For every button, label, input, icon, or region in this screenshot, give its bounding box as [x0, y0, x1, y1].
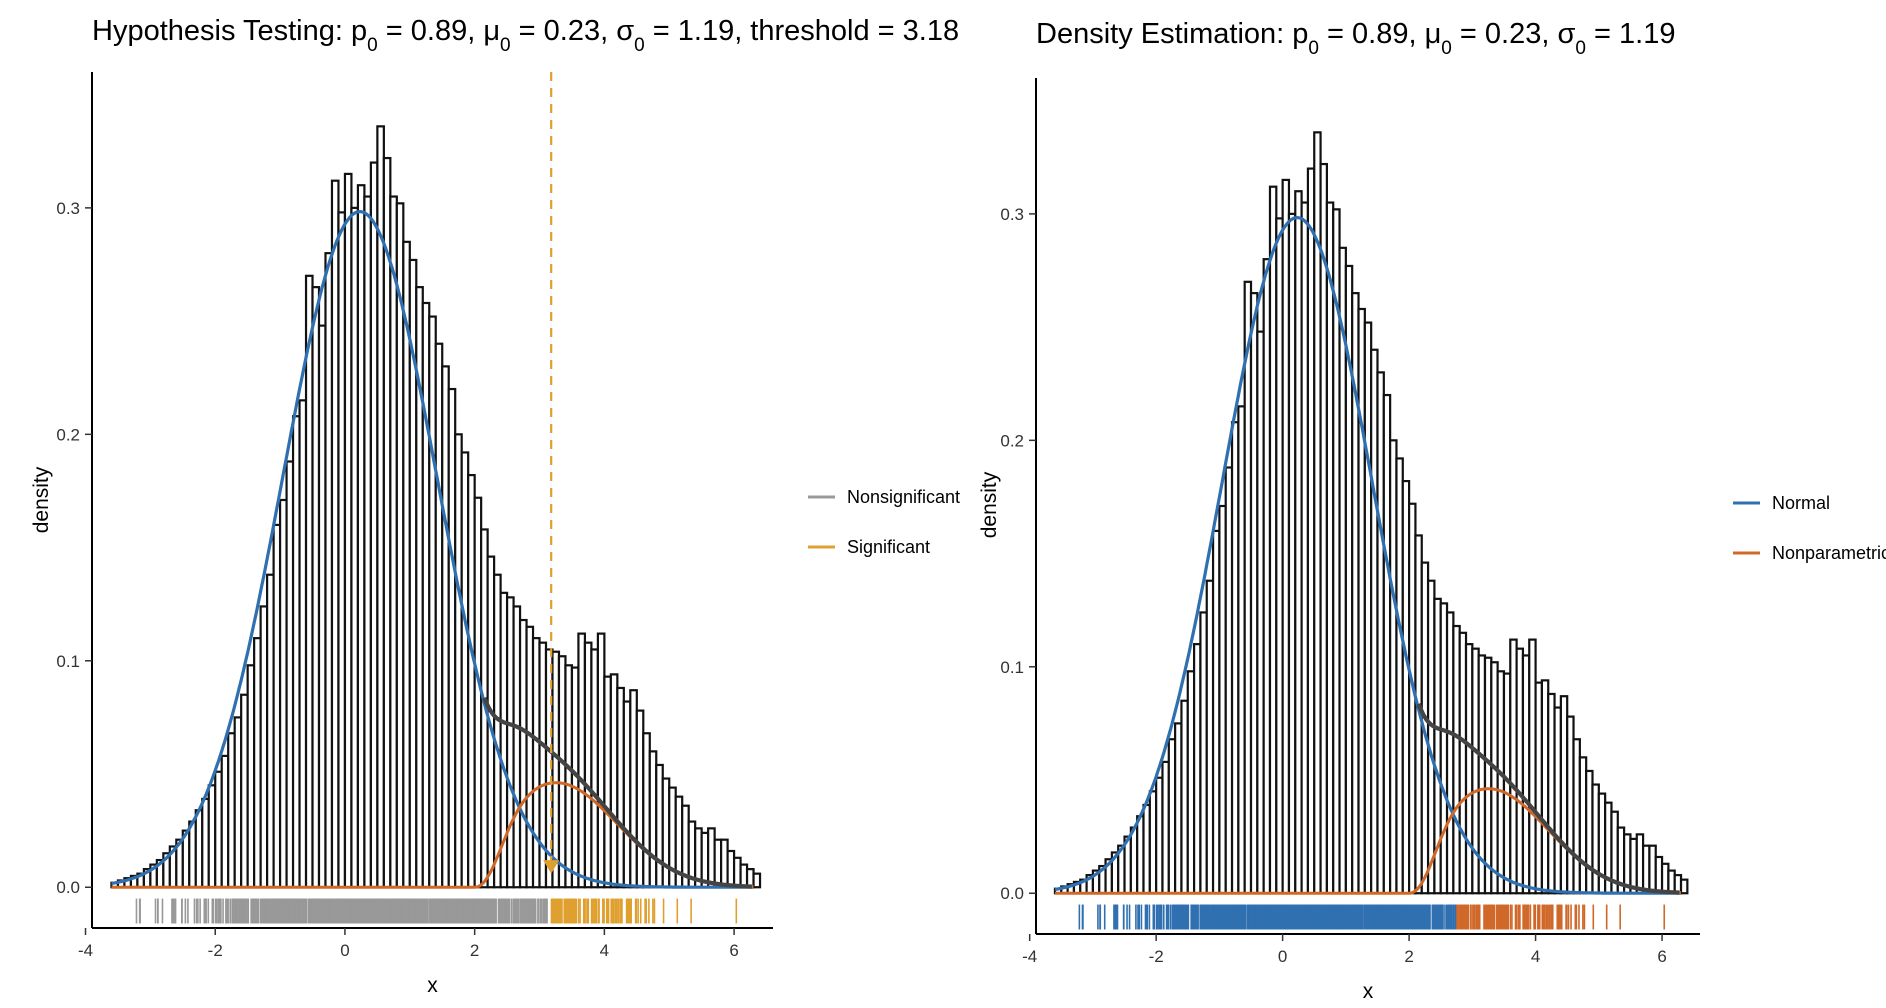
title-part: μ: [483, 15, 500, 47]
legend-label: Nonparametric: [1772, 543, 1886, 563]
title-part: 0: [367, 35, 378, 56]
mixture-density-curve: [1416, 703, 1680, 895]
x-tick-label: 6: [1657, 947, 1666, 966]
density-estimation-panel: Density Estimation: p0 = 0.89, μ0 = 0.23…: [978, 18, 1886, 1003]
title-part: 0: [1308, 38, 1319, 59]
title-part: μ: [1425, 18, 1442, 50]
rug-marks: [135, 898, 738, 924]
chart-title: Hypothesis Testing: p0 = 0.89, μ0 = 0.23…: [92, 15, 959, 56]
y-tick-label: 0.2: [1000, 431, 1024, 450]
x-tick-label: -4: [78, 941, 93, 960]
x-tick-label: -2: [208, 941, 223, 960]
legend-label: Normal: [1772, 493, 1830, 513]
y-tick-label: 0.1: [1000, 658, 1024, 677]
y-axis-label: density: [30, 466, 53, 533]
hypothesis-testing-panel: Hypothesis Testing: p0 = 0.89, μ0 = 0.23…: [30, 15, 960, 997]
title-part: Hypothesis Testing: p: [92, 15, 367, 47]
x-axis-label: x: [1363, 980, 1374, 1003]
title-part: = 0.23,: [1452, 18, 1558, 50]
legend-label: Significant: [847, 537, 930, 557]
x-axis-label: x: [427, 974, 438, 997]
title-part: σ: [616, 15, 634, 47]
y-tick-label: 0.0: [56, 878, 80, 897]
legend-label: Nonsignificant: [847, 487, 960, 507]
histogram-bar: [1679, 878, 1689, 895]
x-tick-label: 0: [340, 941, 349, 960]
y-tick-label: 0.3: [1000, 205, 1024, 224]
y-tick-label: 0.2: [56, 425, 80, 444]
title-part: 0: [500, 35, 511, 56]
title-part: = 0.89,: [378, 15, 484, 47]
mixture-density-curve: [482, 697, 753, 889]
chart-title: Density Estimation: p0 = 0.89, μ0 = 0.23…: [1036, 18, 1675, 59]
title-part: = 0.23,: [511, 15, 617, 47]
x-tick-label: 0: [1278, 947, 1287, 966]
x-tick-label: 2: [470, 941, 479, 960]
null-density-curve: [111, 209, 754, 889]
x-tick-label: 4: [1531, 947, 1540, 966]
title-part: Density Estimation: p: [1036, 18, 1308, 50]
y-axis-label: density: [978, 471, 1001, 538]
y-tick-label: 0.3: [56, 199, 80, 218]
x-tick-label: 4: [600, 941, 609, 960]
x-tick-label: 6: [729, 941, 738, 960]
title-part: σ: [1557, 18, 1575, 50]
x-tick-label: 2: [1404, 947, 1413, 966]
rug-marks: [1078, 904, 1666, 930]
histogram-bar: [752, 872, 762, 889]
x-tick-label: -4: [1022, 947, 1037, 966]
title-part: 0: [1575, 38, 1586, 59]
x-tick-label: -2: [1149, 947, 1164, 966]
y-tick-label: 0.0: [1000, 884, 1024, 903]
histogram-bars: [110, 125, 762, 889]
title-part: 0: [1441, 38, 1452, 59]
threshold-arrow: [543, 860, 560, 874]
title-part: = 0.89,: [1319, 18, 1425, 50]
null-density-curve: [1054, 215, 1681, 895]
y-tick-label: 0.1: [56, 652, 80, 671]
title-part: 0: [634, 35, 645, 56]
histogram-bars: [1053, 131, 1689, 895]
title-part: = 1.19, threshold = 3.18: [645, 15, 959, 47]
title-part: = 1.19: [1586, 18, 1676, 50]
